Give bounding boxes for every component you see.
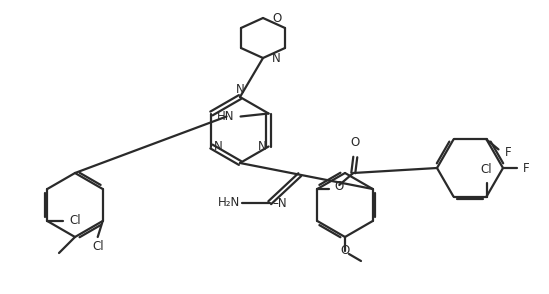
Text: N: N: [214, 140, 222, 153]
Text: N: N: [236, 83, 244, 96]
Text: F: F: [523, 161, 530, 175]
Text: O: O: [334, 181, 344, 193]
Text: N: N: [258, 140, 267, 153]
Text: O: O: [351, 136, 360, 149]
Text: O: O: [340, 245, 350, 258]
Text: Cl: Cl: [481, 163, 492, 176]
Text: HN: HN: [217, 110, 234, 123]
Text: H₂N: H₂N: [217, 196, 240, 209]
Text: O: O: [272, 11, 281, 24]
Text: N: N: [272, 51, 281, 64]
Text: F: F: [505, 146, 511, 159]
Text: Cl: Cl: [69, 215, 81, 228]
Text: –N: –N: [273, 197, 287, 210]
Text: Cl: Cl: [92, 240, 104, 253]
